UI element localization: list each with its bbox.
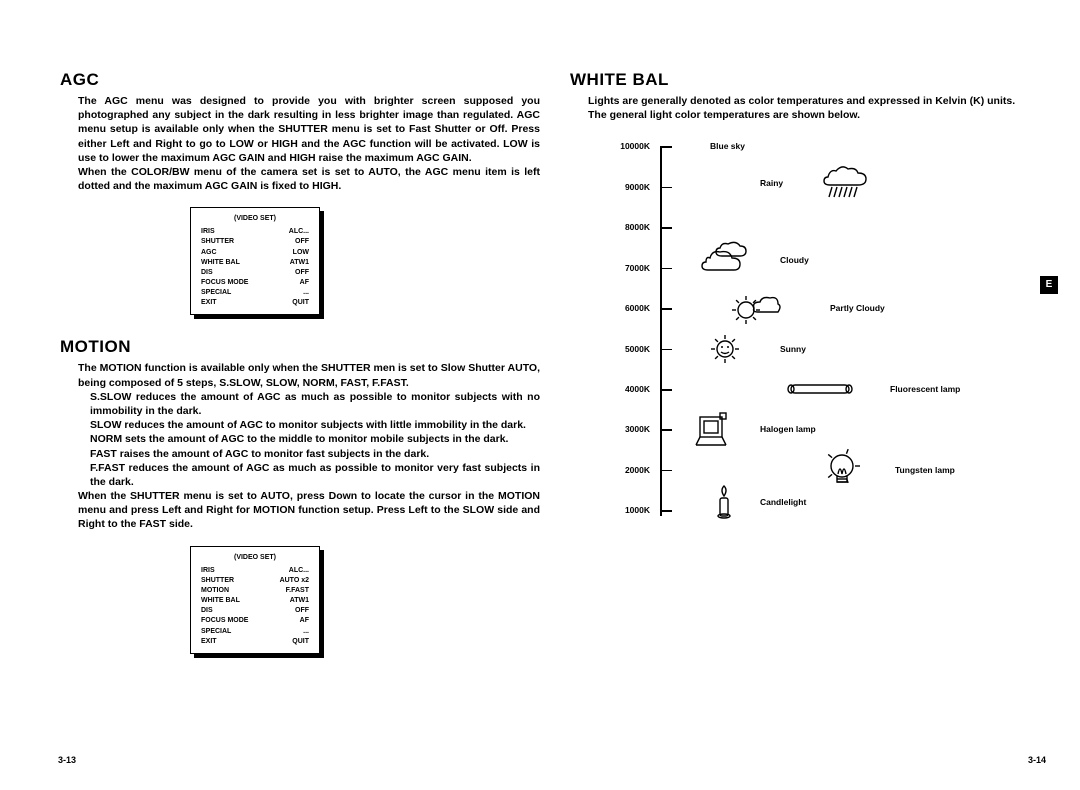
- menu-row: SPECIAL...: [201, 627, 309, 637]
- kelvin-tick: [660, 187, 672, 189]
- partly-icon: [730, 290, 780, 326]
- kelvin-item-label: Partly Cloudy: [830, 303, 885, 313]
- motion-title: MOTION: [60, 337, 540, 357]
- kelvin-tick: [660, 146, 672, 148]
- page-number-left: 3-13: [58, 755, 76, 765]
- menu-row: IRISALC...: [201, 227, 309, 237]
- kelvin-tick: [660, 470, 672, 472]
- kelvin-tick-label: 4000K: [600, 384, 650, 394]
- kelvin-item-label: Fluorescent lamp: [890, 384, 960, 394]
- kelvin-item-icon: [730, 290, 780, 331]
- menu-row: AGCLOW: [201, 248, 309, 258]
- menu-row: MOTIONF.FAST: [201, 586, 309, 596]
- kelvin-tick: [660, 308, 672, 310]
- motion-line: F.FAST reduces the amount of AGC as much…: [60, 461, 540, 489]
- menu1-title: (VIDEO SET): [201, 214, 309, 224]
- kelvin-tick-label: 8000K: [600, 222, 650, 232]
- whitebal-p1: Lights are generally denoted as color te…: [570, 94, 1050, 108]
- menu-row: WHITE BALATW1: [201, 258, 309, 268]
- kelvin-item-label: Tungsten lamp: [895, 465, 955, 475]
- menu-row: DISOFF: [201, 606, 309, 616]
- kelvin-item-icon: [820, 165, 870, 206]
- tube-icon: [785, 371, 855, 407]
- kelvin-tick-label: 10000K: [600, 141, 650, 151]
- page-number-right: 3-14: [1028, 755, 1046, 765]
- kelvin-tick-label: 6000K: [600, 303, 650, 313]
- menu1-rows: IRISALC...SHUTTEROFFAGCLOWWHITE BALATW1D…: [201, 227, 309, 308]
- kelvin-tick-label: 7000K: [600, 263, 650, 273]
- right-page: WHITE BAL Lights are generally denoted a…: [570, 70, 1050, 540]
- motion-intro: The MOTION function is available only wh…: [60, 361, 540, 389]
- kelvin-tick: [660, 510, 672, 512]
- kelvin-item-label: Cloudy: [780, 255, 809, 265]
- kelvin-tick-label: 9000K: [600, 182, 650, 192]
- kelvin-tick-label: 2000K: [600, 465, 650, 475]
- menu-row: WHITE BALATW1: [201, 596, 309, 606]
- kelvin-item-icon: [700, 242, 750, 283]
- motion-outro: When the SHUTTER menu is set to AUTO, pr…: [60, 489, 540, 532]
- kelvin-tick-label: 1000K: [600, 505, 650, 515]
- agc-title: AGC: [60, 70, 540, 90]
- kelvin-tick-label: 3000K: [600, 424, 650, 434]
- sun-icon: [700, 331, 750, 367]
- menu-row: EXITQUIT: [201, 637, 309, 647]
- motion-line: S.SLOW reduces the amount of AGC as much…: [60, 390, 540, 418]
- left-page: AGC The AGC menu was designed to provide…: [60, 70, 540, 676]
- motion-menu-box: (VIDEO SET) IRISALC...SHUTTERAUTO x2MOTI…: [190, 546, 320, 654]
- motion-line: FAST raises the amount of AGC to monitor…: [60, 447, 540, 461]
- kelvin-tick: [660, 349, 672, 351]
- whitebal-p2: The general light color temperatures are…: [570, 108, 1050, 122]
- kelvin-chart: 10000K 9000K 8000K 7000K 6000K 5000K 4000K 3000…: [600, 140, 1040, 540]
- kelvin-item-label: Rainy: [760, 178, 783, 188]
- kelvin-tick-label: 5000K: [600, 344, 650, 354]
- halogen-icon: [690, 411, 740, 447]
- menu2-rows: IRISALC...SHUTTERAUTO x2MOTIONF.FASTWHIT…: [201, 566, 309, 647]
- cloud-icon: [700, 242, 750, 278]
- menu-row: IRISALC...: [201, 566, 309, 576]
- kelvin-item-icon: [700, 484, 750, 525]
- rain-icon: [820, 165, 870, 201]
- kelvin-tick: [660, 389, 672, 391]
- kelvin-item-icon: [690, 411, 740, 452]
- kelvin-item-label: Candlelight: [760, 497, 806, 507]
- kelvin-item-label: Halogen lamp: [760, 424, 816, 434]
- kelvin-tick: [660, 268, 672, 270]
- motion-line: NORM sets the amount of AGC to the middl…: [60, 432, 540, 446]
- kelvin-item-icon: [820, 452, 870, 493]
- agc-paragraph-2: When the COLOR/BW menu of the camera set…: [60, 165, 540, 193]
- kelvin-item-icon: [785, 371, 855, 412]
- kelvin-item-label: Blue sky: [710, 141, 745, 151]
- language-tab: E: [1040, 276, 1058, 294]
- menu-row: FOCUS MODEAF: [201, 616, 309, 626]
- menu-row: DISOFF: [201, 268, 309, 278]
- kelvin-axis: [660, 146, 662, 516]
- bulb-icon: [820, 452, 870, 488]
- agc-paragraph-1: The AGC menu was designed to provide you…: [60, 94, 540, 165]
- candle-icon: [700, 484, 750, 520]
- motion-line: SLOW reduces the amount of AGC to monito…: [60, 418, 540, 432]
- kelvin-tick: [660, 227, 672, 229]
- menu-row: SHUTTEROFF: [201, 237, 309, 247]
- menu2-title: (VIDEO SET): [201, 553, 309, 563]
- kelvin-item-label: Sunny: [780, 344, 806, 354]
- menu-row: SPECIAL...: [201, 288, 309, 298]
- kelvin-item-icon: [700, 331, 750, 372]
- agc-menu-box: (VIDEO SET) IRISALC...SHUTTEROFFAGCLOWWH…: [190, 207, 320, 315]
- menu-row: SHUTTERAUTO x2: [201, 576, 309, 586]
- whitebal-title: WHITE BAL: [570, 70, 1050, 90]
- kelvin-tick: [660, 429, 672, 431]
- menu-row: FOCUS MODEAF: [201, 278, 309, 288]
- menu-row: EXITQUIT: [201, 298, 309, 308]
